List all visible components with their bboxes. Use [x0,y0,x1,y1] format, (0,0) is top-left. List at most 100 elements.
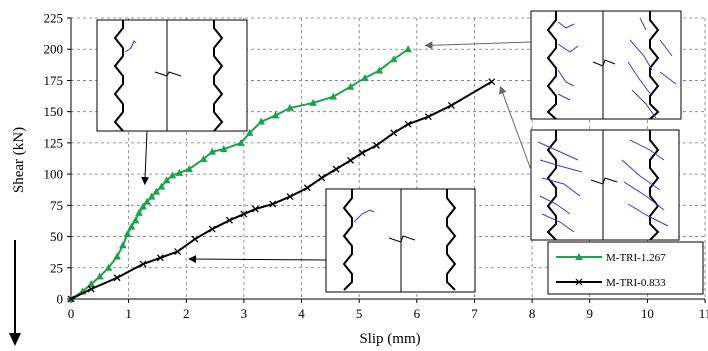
data-point [139,202,147,210]
x-tick-label: 8 [529,306,536,321]
down-arrow-icon [9,240,21,346]
data-point [191,235,199,243]
data-point [375,66,384,74]
data-point [303,184,311,192]
y-tick-label: 100 [44,167,64,182]
y-tick-label: 0 [57,292,64,307]
legend-entry-1: M-TRI-1.267 [556,252,666,264]
data-point [271,111,280,119]
data-point [87,280,95,288]
crack-inset-1 [96,19,248,132]
x-tick-label: 7 [471,306,478,321]
data-point [113,252,121,260]
x-tick-label: 1 [125,306,132,321]
x-tick-label: 0 [68,306,75,321]
data-point [332,165,340,173]
y-tick-label: 150 [44,104,64,119]
data-point [104,263,113,271]
annotation-arrow [499,85,532,171]
data-point [361,73,369,81]
data-point [488,78,496,86]
axes [70,18,705,300]
svg-text:M-TRI-1.267: M-TRI-1.267 [606,252,666,264]
x-tick-label: 4 [298,306,305,321]
x-tick-labels: 0 1 2 3 4 5 6 7 8 9 10 11 [68,299,708,321]
annotation-arrow [141,130,150,186]
x-tick-label: 5 [356,306,363,321]
x-tick-label: 2 [183,306,190,321]
crack-inset-3 [530,129,680,241]
data-point [240,210,248,218]
data-point [226,216,233,224]
annotation-arrows [141,41,532,264]
data-point [318,174,326,182]
data-point [185,165,193,173]
data-point [373,141,380,149]
data-point [162,176,171,184]
series-line-2 [70,80,493,300]
data-point [424,113,432,121]
data-point [309,98,317,106]
data-point [346,82,355,90]
x-tick-label: 11 [699,306,708,321]
series-group [67,45,496,303]
data-point [113,274,121,282]
data-point [219,145,228,153]
data-point [199,155,208,163]
data-point [286,193,294,201]
legend: M-TRI-1.267 M-TRI-0.833 [547,241,704,295]
data-point [390,129,398,137]
y-tick-label: 25 [50,260,63,275]
data-point [168,171,177,179]
y-tick-labels: 0 25 50 75 100 125 150 175 200 225 [44,11,71,307]
data-point [119,241,127,249]
data-point [447,101,455,109]
data-point [404,120,412,128]
data-point [208,147,217,155]
data-point [123,230,132,238]
data-point [131,216,140,224]
data-point [257,117,265,125]
data-point [237,138,245,146]
crack-pattern-insets [96,10,682,293]
y-tick-label: 75 [50,198,63,213]
crack-inset-4 [325,188,476,293]
y-axis-title: Shear (kN) [11,127,27,193]
data-point [175,168,184,176]
x-tick-label: 6 [414,306,421,321]
data-point [245,128,254,136]
svg-text:M-TRI-0.833: M-TRI-0.833 [606,277,666,289]
x-tick-label: 9 [586,306,593,321]
data-point [87,285,95,293]
legend-entry-2: M-TRI-0.833 [556,277,666,289]
data-point [347,156,354,164]
y-tick-label: 200 [44,42,64,57]
data-point [358,149,366,157]
data-point [286,103,294,111]
data-point [208,225,216,233]
x-tick-label: 10 [641,306,654,321]
annotation-arrow [424,41,532,50]
data-point [174,248,182,256]
y-tick-label: 175 [44,73,64,88]
x-axis-title: Slip (mm) [359,331,420,347]
y-tick-label: 225 [44,11,64,26]
data-point [269,200,277,208]
data-point [404,45,412,53]
crack-inset-2 [530,10,682,120]
y-tick-label: 125 [44,135,64,150]
x-tick-label: 3 [241,306,248,321]
data-point [329,92,338,100]
data-point [157,182,166,190]
data-point [147,192,156,200]
data-point [156,254,164,262]
data-point [96,272,104,280]
data-point [389,55,398,63]
data-point [143,197,151,205]
data-point [135,208,143,216]
data-point [67,295,75,303]
data-point [127,222,136,230]
y-tick-label: 50 [50,229,63,244]
annotation-arrow [188,255,327,264]
